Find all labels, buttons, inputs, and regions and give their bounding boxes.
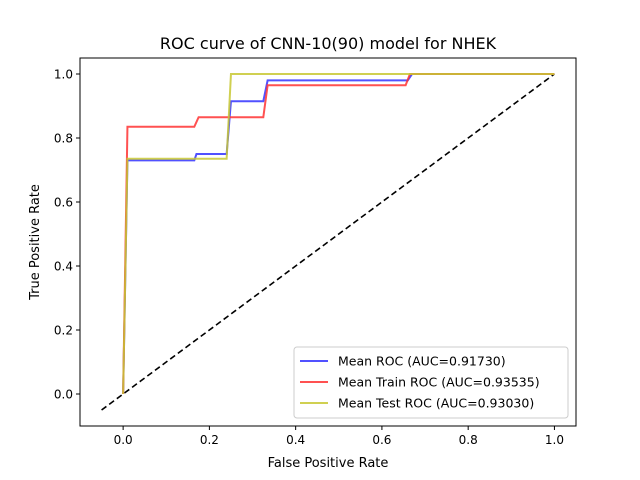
series-line-1 [122, 73, 555, 395]
x-tick-label: 0.0 [114, 433, 133, 447]
y-tick-label: 0.2 [54, 324, 73, 338]
y-tick-label: 1.0 [54, 68, 73, 82]
y-tick-label: 0.6 [54, 196, 73, 210]
x-tick-label: 0.4 [286, 433, 305, 447]
x-tick-label: 0.8 [459, 433, 478, 447]
x-tick-label: 1.0 [545, 433, 564, 447]
chart-title: ROC curve of CNN-10(90) model for NHEK [160, 34, 497, 53]
legend-box [293, 346, 569, 419]
plot-frame [79, 57, 577, 427]
x-tick-label: 0.6 [372, 433, 391, 447]
y-tick-label: 0.4 [54, 260, 73, 274]
legend-label: Mean ROC (AUC=0.91730) [338, 354, 506, 369]
legend-label: Mean Train ROC (AUC=0.93535) [338, 375, 540, 390]
y-tick-label: 0.0 [54, 388, 73, 402]
y-tick-label: 0.8 [54, 132, 73, 146]
x-axis-label: False Positive Rate [268, 456, 389, 471]
x-tick-label: 0.2 [200, 433, 219, 447]
chance-diagonal-line [101, 73, 555, 411]
y-axis-label: True Positive Rate [28, 184, 43, 301]
plot-area [101, 73, 555, 411]
series-line-2 [122, 73, 555, 395]
legend: Mean ROC (AUC=0.91730) Mean Train ROC (AU… [293, 346, 569, 419]
legend-label: Mean Test ROC (AUC=0.93030) [338, 396, 534, 411]
axis-ticks: 0.0 0.2 0.4 0.6 0.8 1.0 0.0 0.2 0.4 0.6 0.8 1.0 [54, 68, 564, 448]
